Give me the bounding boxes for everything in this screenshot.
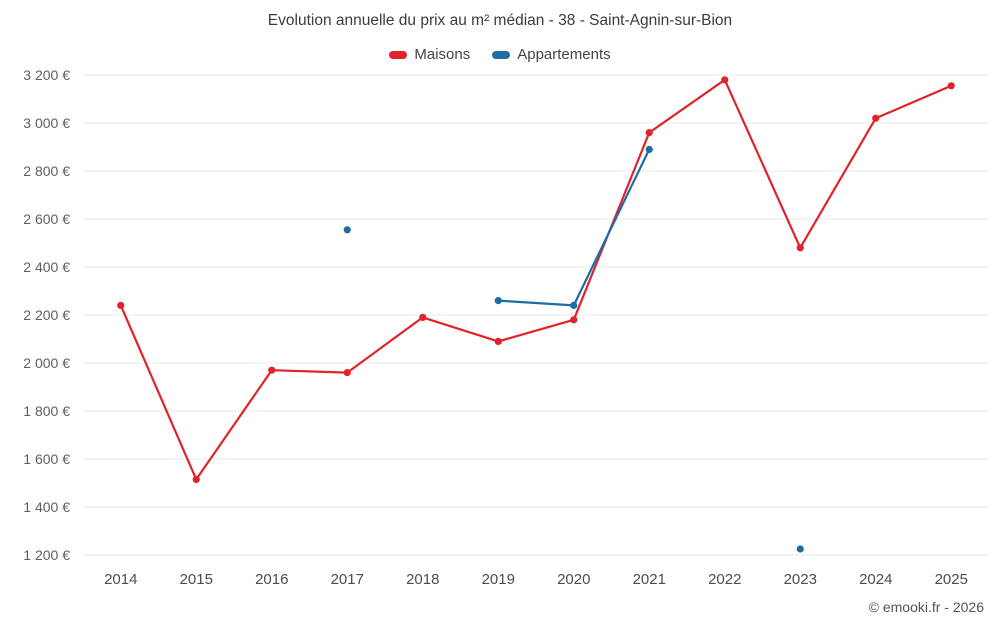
svg-text:3 200 €: 3 200 € — [23, 67, 70, 83]
chart-legend: Maisons Appartements — [0, 46, 1000, 63]
svg-text:2020: 2020 — [557, 571, 590, 588]
legend-label-appartements: Appartements — [517, 46, 611, 63]
svg-text:2019: 2019 — [482, 571, 515, 588]
svg-text:2 200 €: 2 200 € — [23, 307, 70, 323]
svg-text:2 400 €: 2 400 € — [23, 259, 70, 275]
copyright: © emooki.fr - 2026 — [868, 599, 984, 615]
svg-text:3 000 €: 3 000 € — [23, 115, 70, 131]
svg-text:1 800 €: 1 800 € — [23, 403, 70, 419]
legend-item-maisons[interactable]: Maisons — [389, 46, 470, 63]
svg-text:1 200 €: 1 200 € — [23, 547, 70, 563]
svg-text:2016: 2016 — [255, 571, 288, 588]
svg-text:2 600 €: 2 600 € — [23, 211, 70, 227]
maisons-series-swatch-icon — [389, 50, 408, 59]
svg-text:2024: 2024 — [859, 571, 892, 588]
svg-text:2021: 2021 — [633, 571, 666, 588]
appartements-series-swatch-icon — [492, 50, 511, 59]
svg-text:1 400 €: 1 400 € — [23, 499, 70, 515]
svg-text:2017: 2017 — [331, 571, 364, 588]
svg-text:2023: 2023 — [784, 571, 817, 588]
svg-text:2018: 2018 — [406, 571, 439, 588]
svg-text:2 000 €: 2 000 € — [23, 355, 70, 371]
legend-label-maisons: Maisons — [414, 46, 471, 63]
chart-title: Evolution annuelle du prix au m² médian … — [267, 12, 733, 29]
svg-text:2015: 2015 — [180, 571, 213, 588]
legend-item-appartements[interactable]: Appartements — [492, 46, 611, 63]
svg-text:2 800 €: 2 800 € — [23, 163, 70, 179]
svg-text:2025: 2025 — [935, 571, 968, 588]
svg-text:2022: 2022 — [708, 571, 741, 588]
svg-text:2014: 2014 — [104, 571, 137, 588]
svg-text:1 600 €: 1 600 € — [23, 451, 70, 467]
